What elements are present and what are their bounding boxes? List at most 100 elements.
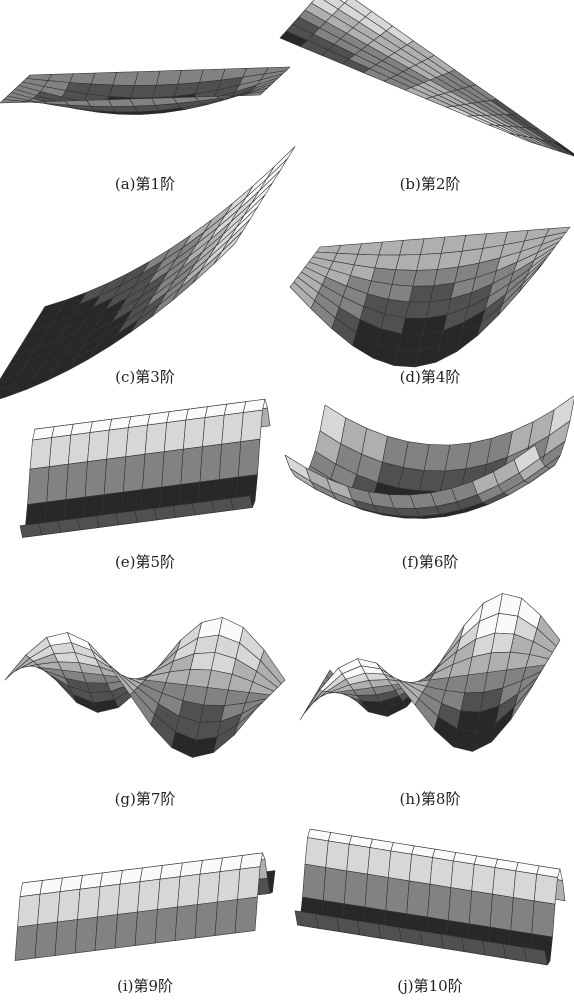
figure: (a)第1阶(b)第2阶(c)第3阶(d)第4阶(e)第5阶(f)第6阶(g)第… (0, 0, 574, 1000)
mesh-cell (394, 350, 419, 367)
mesh-cell (28, 467, 50, 505)
mesh-cell (86, 683, 111, 693)
mesh-cell (95, 915, 118, 951)
mesh-cell (409, 286, 434, 302)
mesh-cell (241, 410, 263, 442)
mesh-cell (115, 912, 138, 948)
mesh-cell (87, 100, 112, 107)
mesh-cell (448, 888, 471, 924)
mesh-cell (98, 884, 121, 917)
mesh-cell (113, 72, 138, 86)
mesh-cell (104, 457, 126, 495)
mesh-cell (143, 452, 165, 490)
mesh-cell (58, 518, 80, 532)
mesh-cell (145, 423, 167, 455)
mesh-cell (183, 418, 205, 450)
mesh-cell (164, 420, 186, 452)
mesh-cell (203, 415, 225, 447)
mesh-cell (323, 868, 346, 904)
caption: (d)第4阶 (400, 368, 461, 386)
mesh-cell (365, 874, 388, 910)
mesh-cell (175, 905, 198, 941)
mesh-cell (58, 889, 81, 922)
mesh-cell (49, 435, 71, 467)
mesh-cell (212, 498, 234, 512)
mesh-cell (392, 270, 417, 287)
mesh-cell (190, 653, 215, 671)
mesh-cell (453, 729, 476, 752)
mesh-cell (54, 653, 79, 663)
mesh-cell (305, 838, 328, 868)
mesh-cell (493, 868, 516, 898)
mesh-cell (20, 523, 42, 537)
mesh-cell (534, 874, 557, 904)
mesh-cell (219, 442, 241, 480)
caption: (b)第2阶 (400, 175, 461, 193)
mesh-cell (499, 594, 522, 617)
mesh-cell (469, 891, 492, 927)
mesh-cell (402, 318, 427, 335)
mesh-cell (112, 106, 137, 112)
mesh-cell (126, 425, 148, 457)
mesh-cell (200, 444, 222, 482)
mesh-cell (218, 869, 241, 902)
mesh-cell (118, 882, 141, 915)
mesh-cell (193, 737, 218, 758)
mesh-cell (107, 428, 129, 460)
mesh-cell (135, 508, 157, 522)
caption: (f)第6阶 (402, 553, 459, 571)
caption: (i)第9阶 (117, 977, 173, 995)
mesh-cell (65, 100, 90, 106)
mesh-cell (398, 334, 423, 351)
mesh-cell (154, 506, 176, 520)
mesh-cell (153, 84, 178, 98)
mesh-cell (347, 844, 370, 874)
mesh-cell (75, 917, 98, 953)
mesh-cell (215, 900, 238, 936)
mesh-cell (155, 907, 178, 943)
mesh-cell (85, 459, 107, 497)
mesh-cell (368, 848, 391, 878)
mesh-cell (231, 496, 253, 510)
mesh-cell (39, 521, 61, 535)
caption: (a)第1阶 (115, 175, 175, 193)
mesh-cell (15, 925, 38, 961)
mesh-cell (413, 270, 438, 287)
mesh-cell (388, 851, 411, 881)
mesh-cell (238, 867, 261, 900)
mesh-cell (472, 864, 495, 894)
mesh-cell (66, 462, 88, 500)
mesh-cell (344, 871, 367, 907)
mesh-cell (495, 613, 518, 634)
mesh-cell (108, 99, 134, 107)
mesh-cell (181, 447, 203, 485)
page: {"captions": ["(a)第1阶", "(b)第2阶", "(c)第3… (0, 0, 574, 1000)
mesh-cell (532, 901, 555, 937)
mesh-cell (195, 902, 218, 938)
mesh-cell (405, 302, 430, 318)
mesh-cell (420, 237, 445, 255)
mesh-cell (238, 439, 260, 477)
mesh-cell (135, 71, 160, 86)
mesh-cell (178, 874, 201, 907)
caption: (e)第5阶 (115, 553, 175, 571)
mesh-cell (451, 861, 474, 891)
mesh-cell (259, 159, 287, 191)
mesh-cell (78, 516, 100, 530)
mesh-cell (97, 513, 119, 527)
mesh-cell (138, 879, 161, 912)
mesh-cell (130, 98, 155, 106)
mesh-cell (379, 240, 404, 255)
mesh-cell (30, 438, 52, 470)
caption: (c)第3阶 (115, 368, 175, 386)
mesh-cell (337, 244, 362, 255)
mesh-cell (68, 433, 90, 465)
mesh-cell (156, 70, 181, 85)
caption: (h)第8阶 (400, 790, 461, 808)
mesh-cell (358, 242, 383, 255)
mesh-cell (131, 85, 157, 98)
mesh-cell (204, 688, 229, 706)
mesh-cell (5, 655, 30, 680)
mesh-cell (88, 430, 110, 462)
mesh-cell (222, 413, 244, 445)
